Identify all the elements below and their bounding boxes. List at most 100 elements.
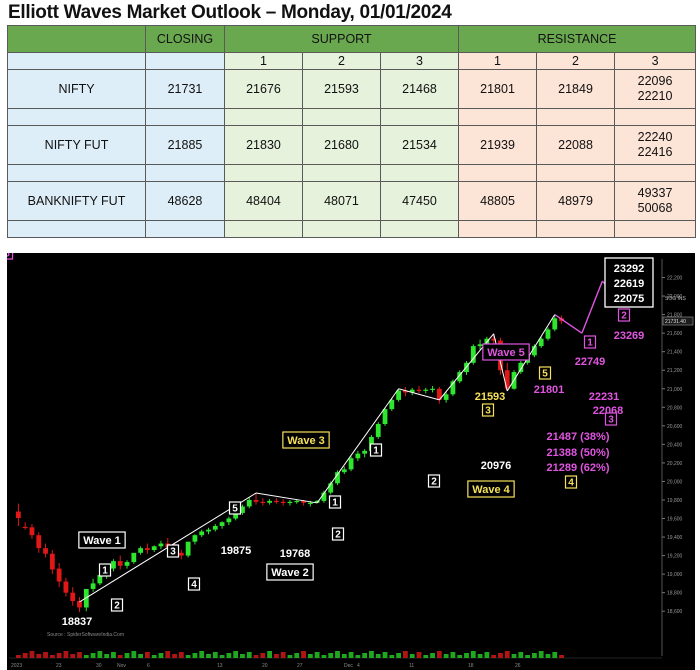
volume-bar bbox=[335, 651, 340, 658]
volume-bar bbox=[525, 655, 531, 658]
support-2: 48071 bbox=[302, 181, 381, 221]
instrument-name: NIFTY FUT bbox=[7, 125, 146, 165]
volume-bar bbox=[484, 652, 490, 658]
volume-bar bbox=[253, 655, 259, 658]
support-3: 21468 bbox=[379, 69, 460, 109]
volume-bar bbox=[457, 655, 463, 658]
table-row-nifty: NIFTY 21731 21676 21593 21468 21801 2184… bbox=[7, 69, 697, 109]
volume-bar bbox=[531, 653, 537, 658]
y-tick-label: 22,200 bbox=[667, 276, 683, 282]
candle bbox=[185, 541, 191, 556]
y-tick-label: 19,200 bbox=[667, 554, 683, 560]
volume-bar bbox=[362, 653, 368, 658]
volume-bar bbox=[63, 651, 69, 658]
wave-count-box bbox=[110, 598, 124, 612]
volume-bar bbox=[206, 654, 211, 658]
volume-bar bbox=[355, 655, 361, 658]
volume-bar bbox=[178, 652, 184, 658]
candle bbox=[294, 500, 300, 503]
candle bbox=[111, 561, 116, 569]
volume-bar bbox=[212, 652, 218, 658]
wave-count-box bbox=[427, 474, 441, 488]
price-label: 23269 bbox=[614, 330, 645, 342]
volume-bar bbox=[443, 654, 449, 658]
resistance-2: 22088 bbox=[536, 125, 616, 165]
x-tick-label: Nov bbox=[117, 663, 126, 669]
candle bbox=[56, 568, 62, 582]
candle bbox=[97, 575, 103, 584]
volume-bar bbox=[165, 651, 171, 658]
y-tick-label: 21,400 bbox=[667, 350, 683, 356]
volume-bar bbox=[375, 654, 381, 658]
wave-label-box bbox=[266, 563, 314, 581]
volume-bar bbox=[369, 651, 374, 658]
x-tick-label: 23 bbox=[56, 663, 62, 669]
wave-count-box bbox=[328, 495, 342, 509]
y-tick-label: 20,000 bbox=[667, 479, 683, 485]
resistance-3b: 22210 bbox=[637, 89, 673, 103]
wave-label: Wave 4 bbox=[472, 484, 510, 496]
x-tick-label: 20 bbox=[262, 663, 268, 669]
y-tick-label: 21,200 bbox=[667, 368, 683, 374]
volume-bar bbox=[382, 652, 388, 658]
volume-bar bbox=[470, 651, 476, 658]
candle bbox=[178, 552, 184, 556]
candle bbox=[63, 581, 69, 593]
volume-bar bbox=[402, 651, 408, 658]
volume-bar bbox=[131, 651, 137, 658]
wave-count-box bbox=[331, 527, 345, 541]
closing-value: 21885 bbox=[145, 125, 225, 165]
table-row-banknifty-fut: BANKNIFTY FUT 48628 48404 48071 47450 48… bbox=[7, 181, 697, 221]
candle bbox=[335, 472, 340, 484]
candle bbox=[233, 512, 239, 519]
candle bbox=[314, 500, 320, 503]
volume-bar bbox=[36, 654, 42, 658]
x-tick-label: 6 bbox=[147, 663, 150, 669]
candle bbox=[158, 543, 164, 547]
resistance-3: 22096 22210 bbox=[614, 69, 697, 109]
y-tick-label: 22,000 bbox=[667, 294, 683, 300]
projection-line bbox=[581, 280, 603, 334]
resistance-1: 21939 bbox=[458, 125, 538, 165]
volume-bar bbox=[246, 652, 252, 658]
wave-label-box bbox=[482, 343, 530, 361]
volume-bar bbox=[29, 651, 35, 658]
y-tick-label: 19,600 bbox=[667, 517, 683, 523]
volume-bar bbox=[151, 655, 157, 658]
candle bbox=[470, 346, 476, 363]
level-number: 2 bbox=[536, 52, 616, 70]
wave-count-label: 3 bbox=[170, 547, 176, 558]
candle bbox=[382, 409, 388, 424]
candle bbox=[341, 469, 347, 473]
candle bbox=[348, 458, 354, 470]
wave-label: Wave 5 bbox=[487, 347, 525, 359]
candle bbox=[212, 525, 218, 530]
price-label: 21801 bbox=[534, 384, 565, 396]
volume-bar bbox=[348, 652, 354, 658]
volume-bar bbox=[22, 653, 28, 658]
candle bbox=[545, 329, 551, 339]
wave-label-box bbox=[467, 480, 515, 498]
y-tick-label: 21,800 bbox=[667, 313, 683, 319]
y-tick-label: 21,000 bbox=[667, 387, 683, 393]
wave-count-label: 5 bbox=[542, 369, 548, 380]
wave-count-label: 2 bbox=[621, 311, 627, 322]
volume-bar bbox=[416, 652, 422, 658]
resistance-2: 48979 bbox=[536, 181, 616, 221]
candle bbox=[457, 372, 463, 382]
wave-count-box bbox=[604, 412, 618, 426]
volume-bar bbox=[491, 655, 497, 658]
candle bbox=[124, 562, 130, 566]
level-number: 1 bbox=[224, 52, 303, 70]
candle bbox=[240, 506, 245, 513]
candle bbox=[267, 500, 273, 503]
volume-bar bbox=[430, 653, 435, 658]
volume-bar bbox=[341, 654, 347, 658]
wave-count-box bbox=[564, 475, 578, 489]
candle bbox=[409, 389, 415, 393]
wave-line bbox=[506, 314, 556, 392]
candle bbox=[477, 344, 483, 347]
closing-value: 21731 bbox=[145, 69, 225, 109]
y-tick-label: 19,400 bbox=[667, 535, 683, 541]
volume-bar bbox=[301, 651, 306, 658]
